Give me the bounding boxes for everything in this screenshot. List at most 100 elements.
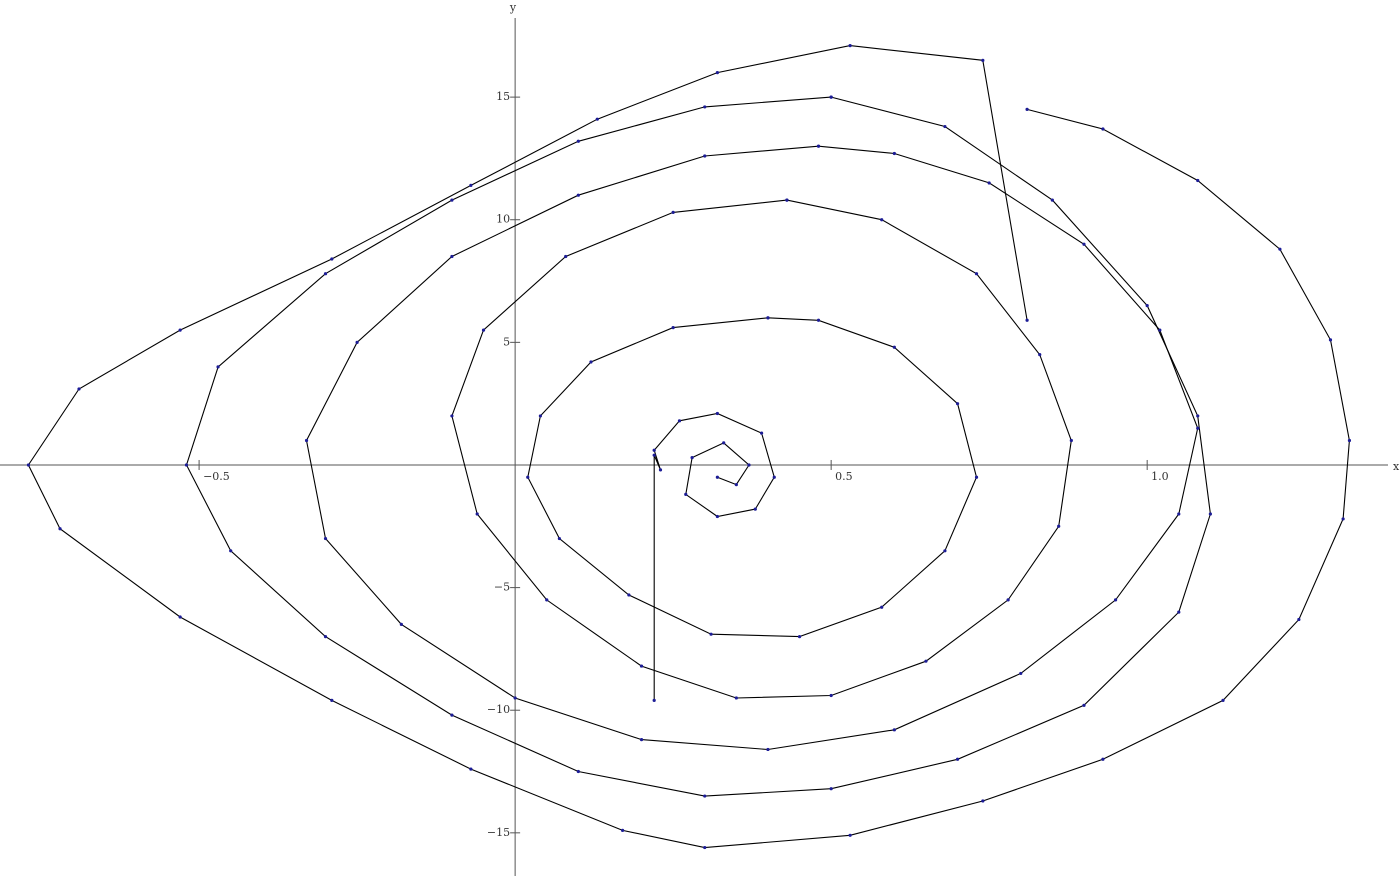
trajectory-point bbox=[671, 210, 675, 214]
trajectory-point bbox=[652, 453, 656, 457]
trajectory-point bbox=[1057, 524, 1061, 528]
y-tick-label: −15 bbox=[487, 826, 510, 839]
trajectory-point bbox=[1069, 438, 1073, 443]
trajectory-point bbox=[1196, 426, 1200, 430]
trajectory-point bbox=[715, 411, 719, 416]
trajectory-point bbox=[848, 44, 852, 48]
x-axis-label: x bbox=[1393, 460, 1400, 473]
trajectory-point bbox=[690, 456, 694, 460]
trajectory-point bbox=[955, 757, 960, 761]
trajectory-point bbox=[848, 833, 852, 837]
trajectory-point bbox=[216, 365, 220, 369]
trajectory-point bbox=[513, 696, 517, 700]
trajectory-point bbox=[26, 463, 31, 467]
trajectory-point bbox=[987, 181, 991, 185]
trajectory-point bbox=[355, 340, 359, 344]
trajectory-point bbox=[785, 198, 789, 202]
trajectory-point bbox=[829, 95, 833, 99]
trajectory-point bbox=[709, 632, 713, 636]
trajectory-point bbox=[1113, 598, 1118, 602]
trajectory-point bbox=[1101, 757, 1105, 761]
trajectory-point bbox=[576, 139, 580, 143]
y-tick-label: 15 bbox=[496, 90, 510, 103]
x-tick-label: −0.5 bbox=[203, 470, 230, 483]
trajectory-point bbox=[1177, 610, 1181, 614]
trajectory-point bbox=[1341, 517, 1345, 521]
trajectory-point bbox=[178, 328, 182, 332]
y-axis-label: y bbox=[509, 1, 517, 14]
trajectory-point bbox=[526, 475, 530, 479]
trajectory-point bbox=[943, 124, 947, 129]
trajectory-point bbox=[1278, 247, 1282, 251]
trajectory-point bbox=[1025, 107, 1029, 111]
trajectory-line bbox=[27, 45, 1350, 849]
trajectory-point bbox=[1019, 671, 1023, 676]
trajectory-point bbox=[766, 747, 770, 752]
trajectory-point bbox=[753, 507, 757, 511]
trajectory-point bbox=[677, 419, 682, 423]
trajectory-point bbox=[734, 696, 738, 700]
trajectory-point bbox=[715, 475, 719, 479]
trajectory-point bbox=[557, 536, 561, 541]
trajectory-point bbox=[1196, 414, 1200, 418]
trajectory-point bbox=[829, 787, 833, 791]
trajectory-line bbox=[451, 199, 1072, 699]
trajectory-point bbox=[924, 659, 928, 663]
trajectory-point bbox=[652, 448, 656, 452]
trajectory-point bbox=[703, 845, 707, 850]
trajectory-point bbox=[481, 328, 486, 332]
trajectory-point bbox=[955, 402, 960, 406]
y-tick-label: 10 bbox=[496, 213, 510, 226]
trajectory-point bbox=[1196, 178, 1200, 183]
trajectory-point bbox=[1082, 703, 1086, 707]
trajectory-point bbox=[330, 698, 334, 703]
trajectory-point bbox=[658, 468, 663, 472]
trajectory-point bbox=[178, 615, 182, 619]
trajectory-point bbox=[816, 144, 821, 148]
trajectory-point bbox=[399, 622, 403, 626]
trajectory-line bbox=[527, 317, 978, 638]
trajectory-point bbox=[576, 769, 580, 774]
trajectory-point bbox=[703, 794, 707, 798]
trajectory-point bbox=[1177, 512, 1181, 516]
trajectory-point bbox=[981, 58, 985, 62]
trajectory-point bbox=[943, 549, 947, 553]
trajectory-line bbox=[653, 412, 775, 701]
trajectory-point bbox=[703, 105, 707, 109]
trajectory-point bbox=[974, 475, 979, 479]
trajectory-point bbox=[880, 218, 884, 222]
trajectory-point bbox=[715, 70, 719, 75]
trajectory-point bbox=[1297, 617, 1301, 622]
trajectory-point bbox=[323, 536, 328, 541]
trajectory-point bbox=[1328, 338, 1333, 342]
trajectory-point bbox=[829, 693, 833, 698]
trajectory-point bbox=[684, 492, 688, 497]
trajectory-point bbox=[620, 828, 625, 832]
trajectory-point bbox=[816, 318, 821, 322]
y-tick-label: −5 bbox=[494, 581, 510, 594]
trajectory-point bbox=[734, 482, 738, 487]
trajectory-point bbox=[797, 635, 802, 639]
trajectory-point bbox=[892, 151, 896, 156]
y-tick-label: −10 bbox=[487, 703, 510, 716]
trajectory-point bbox=[639, 664, 644, 668]
trajectory-point bbox=[1145, 303, 1149, 308]
trajectory-point bbox=[703, 154, 707, 158]
trajectory-point bbox=[304, 438, 309, 443]
trajectory-point bbox=[722, 441, 726, 445]
trajectory-point bbox=[715, 514, 719, 519]
trajectory-point bbox=[450, 713, 454, 717]
trajectory-point bbox=[538, 414, 543, 418]
trajectory-point bbox=[772, 475, 776, 479]
trajectory-point bbox=[760, 431, 764, 435]
trajectory-point bbox=[545, 598, 549, 602]
y-tick-label: 5 bbox=[503, 335, 510, 348]
trajectory-line bbox=[185, 96, 1211, 797]
trajectory-point bbox=[974, 272, 979, 276]
trajectory-point bbox=[229, 549, 233, 553]
trajectory-point bbox=[880, 605, 884, 609]
trajectory-point bbox=[981, 799, 985, 803]
trajectory-point bbox=[1208, 512, 1212, 516]
trajectory-point bbox=[564, 254, 568, 259]
